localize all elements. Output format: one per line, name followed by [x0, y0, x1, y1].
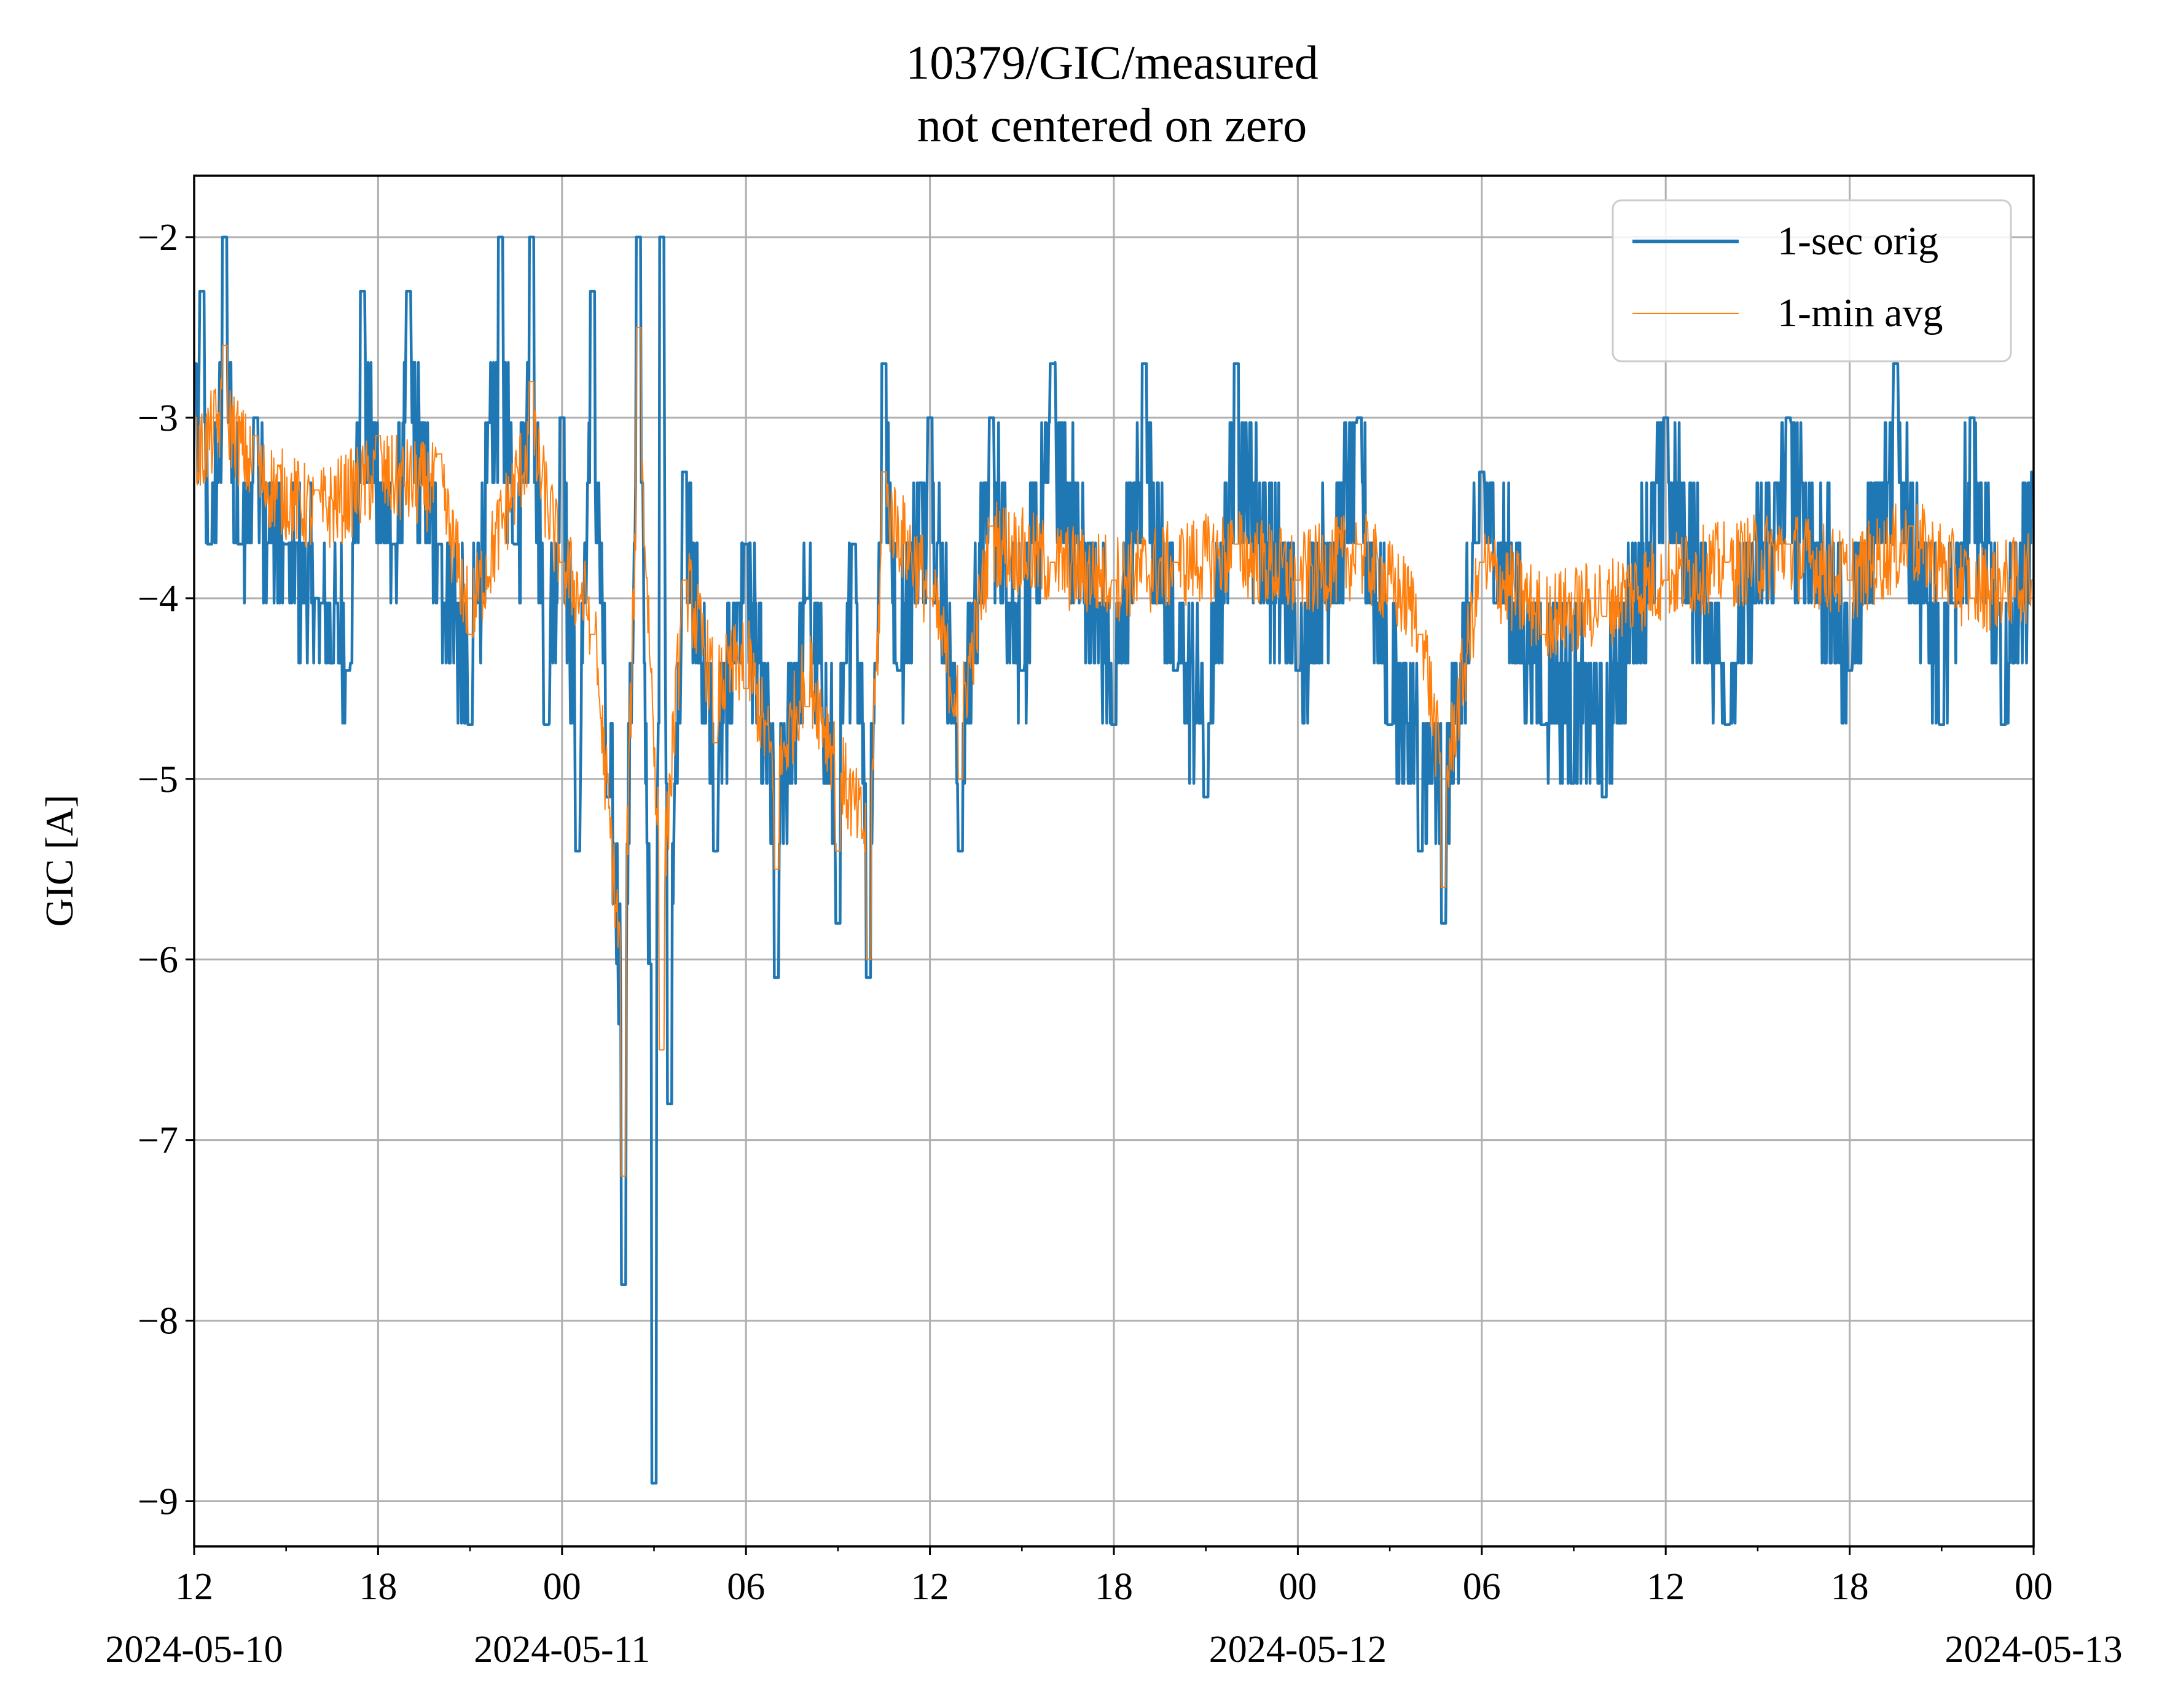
axis-ticks: 12 2024-05-10 18 00 2024-05-11 06 12 18 00 2024-0…	[105, 217, 2122, 1671]
series-layer	[194, 235, 2034, 1485]
chart-subtitle: not centered on zero	[917, 98, 1307, 152]
x-tick-label: 18	[1095, 1566, 1133, 1608]
y-tick-label: −2	[138, 217, 178, 259]
x-tick-label: 00	[2015, 1566, 2053, 1608]
x-tick-label: 00	[1279, 1566, 1317, 1608]
x-tick-label: 00	[543, 1566, 581, 1608]
legend: 1-sec orig 1-min avg	[1612, 199, 2012, 362]
y-tick-label: −6	[138, 939, 178, 981]
series-line-1-sec-orig	[194, 235, 2034, 1485]
x-tick-label: 06	[1463, 1566, 1501, 1608]
x-tick-label: 12	[911, 1566, 949, 1608]
chart-title: 10379/GIC/measured	[906, 36, 1318, 89]
x-tick-label: 12	[1647, 1566, 1685, 1608]
series-line-1-min-avg	[194, 326, 2034, 1177]
x-date-label: 2024-05-13	[1945, 1629, 2122, 1671]
y-tick-label: −7	[138, 1120, 178, 1162]
y-tick-label: −3	[138, 398, 178, 439]
y-tick-label: −5	[138, 759, 178, 801]
x-date-label: 2024-05-12	[1209, 1629, 1387, 1671]
x-tick-label: 06	[727, 1566, 765, 1608]
y-tick-label: −4	[138, 578, 178, 620]
y-tick-label: −8	[138, 1301, 178, 1342]
x-date-label: 2024-05-10	[105, 1629, 283, 1671]
x-tick-label: 18	[359, 1566, 397, 1608]
y-tick-label: −9	[138, 1481, 178, 1523]
x-tick-label: 12	[175, 1566, 213, 1608]
x-tick-label: 18	[1831, 1566, 1869, 1608]
legend-label-1-min-avg: 1-min avg	[1777, 291, 1943, 335]
x-date-label: 2024-05-11	[474, 1629, 650, 1671]
legend-label-1-sec-orig: 1-sec orig	[1777, 219, 1938, 264]
y-axis-label: GIC [A]	[37, 794, 81, 926]
